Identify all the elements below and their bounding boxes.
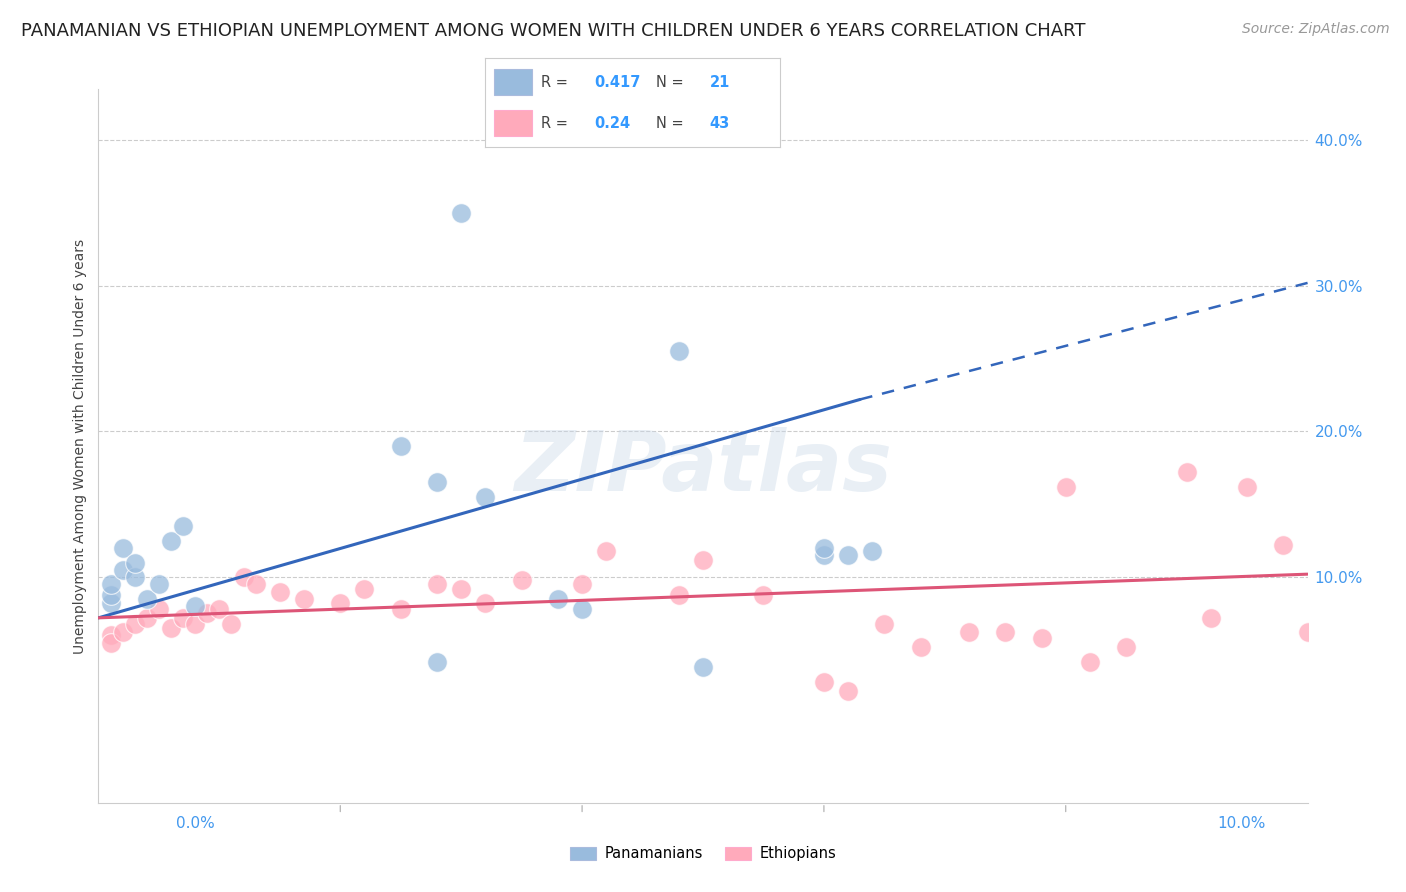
Point (1199, 611, 1222, 625)
Point (595, 544, 617, 558)
Point (910, 640, 932, 654)
Point (100, 596, 122, 610)
Text: 0.417: 0.417 (595, 75, 641, 89)
Point (135, 591, 157, 606)
Point (957, 625, 980, 640)
Point (100, 635, 122, 649)
Point (135, 611, 157, 625)
Text: N =: N = (657, 116, 689, 130)
Text: 10.0%: 10.0% (1218, 816, 1265, 831)
Point (148, 577, 170, 591)
Text: 0.0%: 0.0% (176, 816, 215, 831)
Text: R =: R = (541, 116, 572, 130)
Text: 21: 21 (710, 75, 730, 89)
Point (389, 439, 412, 453)
Text: PANAMANIAN VS ETHIOPIAN UNEMPLOYMENT AMONG WOMEN WITH CHILDREN UNDER 6 YEARS COR: PANAMANIAN VS ETHIOPIAN UNEMPLOYMENT AMO… (21, 22, 1085, 40)
Point (111, 541, 134, 555)
Point (571, 602, 593, 616)
Point (160, 621, 183, 635)
Point (111, 563, 134, 577)
Point (1296, 625, 1319, 640)
Point (1236, 480, 1258, 494)
Point (860, 544, 883, 558)
Point (837, 683, 859, 698)
Text: 0.24: 0.24 (595, 116, 630, 130)
Point (668, 344, 690, 359)
Legend: Panamanians, Ethiopians: Panamanians, Ethiopians (564, 840, 842, 867)
Point (124, 570, 146, 584)
Bar (494, 110, 533, 136)
Point (813, 541, 835, 555)
Point (994, 625, 1017, 640)
Point (148, 602, 170, 616)
Y-axis label: Unemployment Among Women with Children Under 6 years: Unemployment Among Women with Children U… (73, 238, 87, 654)
Point (692, 660, 714, 674)
Point (426, 475, 449, 490)
Point (208, 602, 231, 616)
Point (426, 577, 449, 591)
Point (124, 556, 146, 570)
Point (873, 616, 896, 631)
Point (813, 674, 835, 689)
Point (100, 588, 122, 602)
Point (389, 602, 412, 616)
Point (752, 588, 775, 602)
Point (245, 577, 267, 591)
Point (1031, 632, 1053, 646)
Point (510, 573, 533, 587)
Text: 43: 43 (710, 116, 730, 130)
Point (221, 616, 243, 631)
Point (100, 628, 122, 642)
Point (111, 625, 134, 640)
Point (1078, 655, 1101, 669)
Point (837, 548, 859, 562)
Point (813, 548, 835, 562)
Point (450, 206, 472, 220)
Point (1115, 640, 1137, 654)
Point (124, 616, 146, 631)
Point (353, 582, 375, 596)
Point (100, 577, 122, 591)
Point (195, 607, 218, 621)
Point (232, 570, 254, 584)
Point (426, 655, 449, 669)
Text: Source: ZipAtlas.com: Source: ZipAtlas.com (1241, 22, 1389, 37)
Text: ZIPatlas: ZIPatlas (515, 427, 891, 508)
Point (329, 596, 352, 610)
Point (474, 596, 496, 610)
Point (692, 552, 714, 566)
Point (547, 591, 569, 606)
Point (1272, 538, 1295, 552)
Point (292, 591, 315, 606)
Point (474, 490, 496, 504)
Point (1054, 480, 1077, 494)
Point (172, 519, 194, 533)
Point (1175, 465, 1198, 479)
Point (184, 616, 207, 631)
Point (160, 533, 183, 548)
Point (668, 588, 690, 602)
Point (571, 577, 593, 591)
Bar (494, 69, 533, 95)
Text: N =: N = (657, 75, 689, 89)
Text: R =: R = (541, 75, 572, 89)
Point (450, 582, 472, 596)
Point (172, 611, 194, 625)
Point (269, 584, 291, 599)
Point (184, 599, 207, 614)
